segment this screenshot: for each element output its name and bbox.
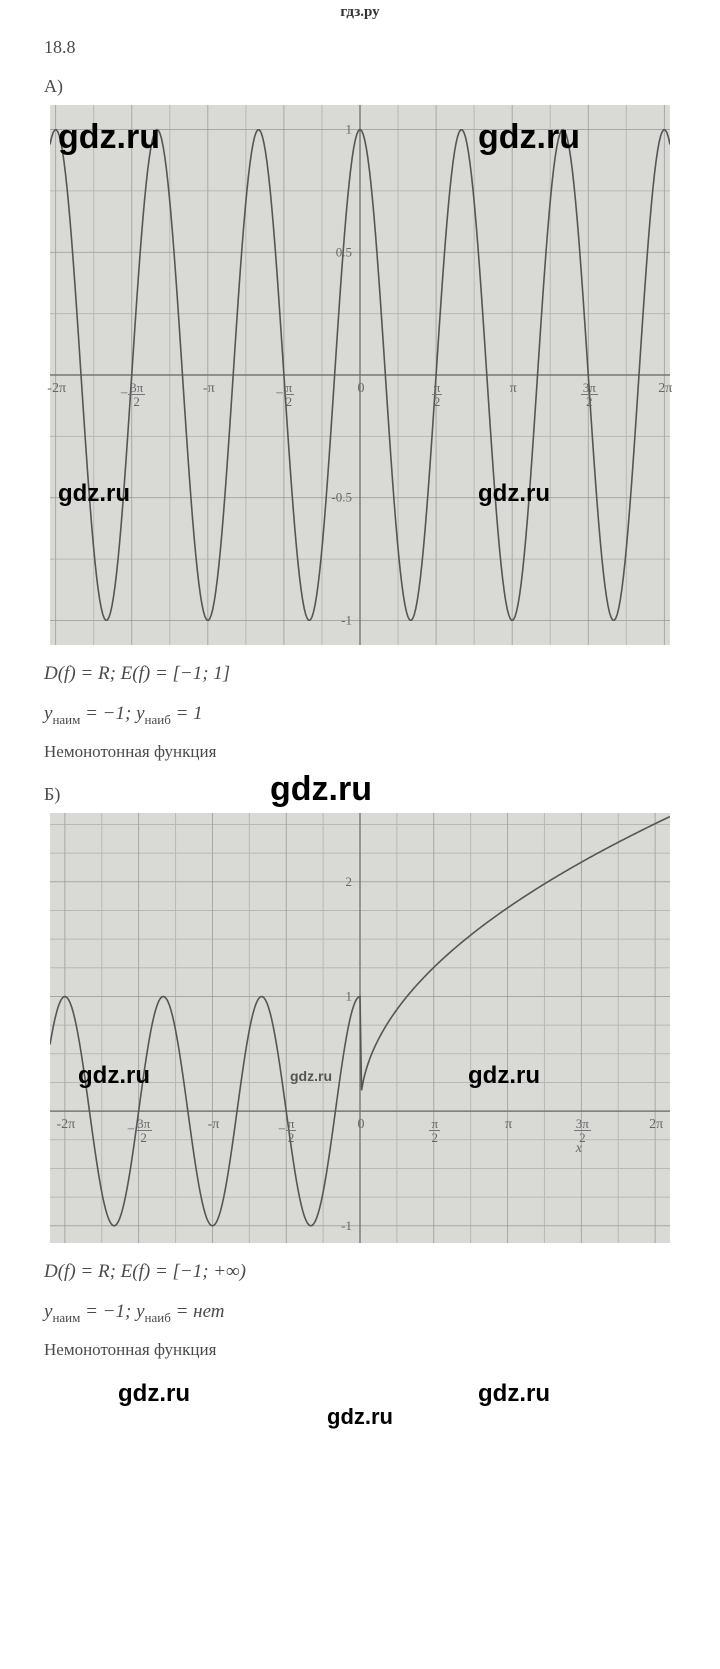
x-tick-label: −π2	[272, 1117, 302, 1144]
math-text: D(f) = R; E(f) = [−1; 1]	[44, 663, 230, 684]
x-tick-label: π2	[422, 381, 452, 408]
x-tick-label: 3π2	[567, 1117, 597, 1144]
x-tick-label: -π	[194, 381, 224, 397]
x-tick-label: −3π2	[118, 381, 148, 408]
math-text: = 1	[171, 703, 203, 724]
x-tick-label: −3π2	[125, 1117, 155, 1144]
svg-text:-1: -1	[341, 612, 352, 627]
x-axis-label: x	[576, 1141, 582, 1157]
x-tick-label: 3π2	[574, 381, 604, 408]
svg-text:0.5: 0.5	[336, 244, 352, 259]
part-b-label: Б)	[44, 784, 682, 805]
part-a-label: А)	[44, 76, 682, 97]
svg-text:1: 1	[346, 988, 353, 1003]
chart-b: 2 1 -1 -2π −3π2 -π −π2 0 π2 π 3π2 2π x	[50, 813, 670, 1243]
content: 18.8 А) 10.5-0.5-1-2π−3π2-π−π20π2π3π22π …	[0, 37, 720, 1394]
math-text: = нет	[171, 1301, 225, 1322]
x-tick-label: -2π	[42, 381, 72, 397]
problem-number: 18.8	[44, 37, 682, 58]
x-tick-label: π	[494, 1117, 524, 1133]
part-a-text: Немонотонная функция	[44, 742, 682, 762]
x-tick-label: -π	[198, 1117, 228, 1133]
math-text: D(f) = R; E(f) = [−1; +∞)	[44, 1261, 246, 1282]
chart-svg: 2 1 -1	[50, 813, 670, 1243]
x-tick-label: 2π	[650, 381, 680, 397]
x-tick-label: π2	[420, 1117, 450, 1144]
part-a-math-2: yнаим = −1; yнаиб = 1	[44, 703, 682, 728]
part-b-text: Немонотонная функция	[44, 1340, 682, 1360]
svg-text:-1: -1	[341, 1218, 352, 1233]
part-b-math-2: yнаим = −1; yнаиб = нет	[44, 1301, 682, 1326]
svg-text:1: 1	[346, 122, 353, 137]
x-tick-label: -2π	[51, 1117, 81, 1133]
chart-svg: 1 0.5 -0.5 -1	[50, 105, 670, 645]
x-tick-label: 0	[346, 1117, 376, 1133]
x-tick-label: 2π	[641, 1117, 671, 1133]
svg-text:-0.5: -0.5	[331, 490, 352, 505]
x-tick-label: 0	[346, 381, 376, 397]
math-text: = −1; y	[80, 703, 144, 724]
svg-text:2: 2	[346, 874, 353, 889]
subscript: наим	[52, 712, 80, 727]
footer-watermark: gdz.ru	[0, 1394, 720, 1444]
subscript: наим	[52, 1310, 80, 1325]
x-tick-label: π	[498, 381, 528, 397]
site-header: гдз.ру	[0, 0, 720, 27]
x-tick-label: −π2	[270, 381, 300, 408]
chart-a: 10.5-0.5-1-2π−3π2-π−π20π2π3π22π	[50, 105, 670, 645]
part-a-math-1: D(f) = R; E(f) = [−1; 1]	[44, 663, 682, 685]
subscript: наиб	[145, 1310, 171, 1325]
subscript: наиб	[145, 712, 171, 727]
part-b-math-1: D(f) = R; E(f) = [−1; +∞)	[44, 1261, 682, 1283]
math-text: = −1; y	[80, 1301, 144, 1322]
